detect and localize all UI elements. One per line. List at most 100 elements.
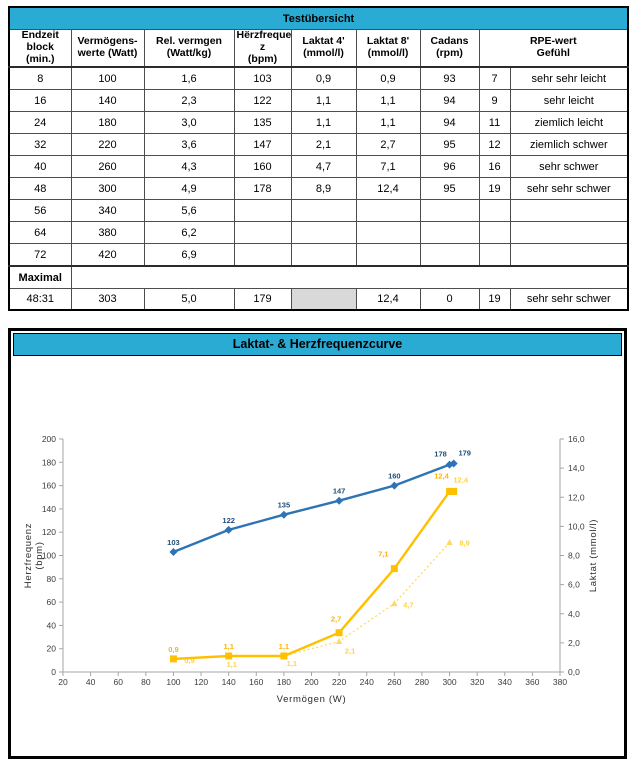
- table-cell: 2,1: [290, 133, 357, 156]
- x-tick-label: 140: [222, 677, 236, 687]
- chart-box: Laktat- & Herzfrequenzcurve 20 40 60 80 100 1…: [8, 328, 627, 759]
- table-row: 48 300 4,9 178 8,9 12,4 95 19 sehr sehr schwer: [8, 177, 629, 200]
- table-cell: [355, 243, 421, 267]
- column-header: Hërzfrequen z (bpm): [233, 29, 292, 68]
- table-cell: ziemlich leicht: [509, 111, 629, 134]
- table-cell: 100: [70, 66, 145, 90]
- table-cell: 12: [478, 133, 511, 156]
- table-cell: 4,9: [143, 177, 235, 200]
- table-cell: 8,9: [290, 177, 357, 200]
- y-left-tick-label: 160: [42, 481, 56, 491]
- table-row: 24 180 3,0 135 1,1 1,1 94 11 ziemlich leicht: [8, 111, 629, 134]
- table-cell: 0: [419, 288, 480, 311]
- data-label: 160: [388, 472, 401, 481]
- y-right-axis-title: Laktat (mmol/l): [588, 519, 599, 592]
- x-tick-label: 100: [166, 677, 180, 687]
- y-left-tick-label: 120: [42, 527, 56, 537]
- x-axis-title: Vermögen (W): [277, 694, 347, 705]
- triangle-marker: [335, 638, 343, 645]
- table-cell: 19: [478, 288, 511, 311]
- table-title: Testübersicht: [8, 6, 629, 30]
- data-label: 1,1: [223, 642, 233, 651]
- table-cell: 220: [70, 133, 145, 156]
- square-marker: [335, 629, 343, 637]
- maximal-empty-cell: [70, 265, 629, 289]
- table-maximal-row: Maximal: [8, 265, 629, 289]
- table-cell: 160: [233, 155, 292, 178]
- table-cell: 9: [478, 89, 511, 112]
- table-cell: 380: [70, 221, 145, 244]
- x-tick-label: 220: [332, 677, 346, 687]
- x-tick-label: 260: [387, 677, 401, 687]
- square-marker: [280, 652, 288, 660]
- table-cell: 1,1: [355, 89, 421, 112]
- table-cell: [419, 199, 480, 222]
- y-right-tick-label: 16,0: [568, 434, 585, 444]
- table-cell: 147: [233, 133, 292, 156]
- column-header: Rel. vermgen (Watt/kg): [143, 29, 235, 68]
- triangle-marker: [446, 538, 453, 545]
- table-cell: 16: [478, 155, 511, 178]
- y-axis-right: 0,0 2,0 4,0 6,0 8,0 10,0 12,0 14,0 16,0 Laktat (m…: [560, 434, 599, 677]
- table-row: 64 380 6,2: [8, 221, 629, 244]
- table-cell: 40: [8, 155, 72, 178]
- table-cell: [290, 221, 357, 244]
- table-cell: 260: [70, 155, 145, 178]
- data-label: 0,9: [168, 645, 178, 654]
- square-marker: [450, 487, 458, 495]
- square-marker: [169, 655, 177, 663]
- column-header: Cadans (rpm): [419, 29, 480, 68]
- square-marker: [390, 565, 398, 573]
- table-row: 40 260 4,3 160 4,7 7,1 96 16 sehr schwer: [8, 155, 629, 178]
- table-cell: 12,4: [355, 177, 421, 200]
- data-label: 2,1: [345, 646, 355, 655]
- table-cell: 7: [478, 66, 511, 90]
- y-left-tick-label: 80: [47, 574, 57, 584]
- column-header: Vermögens- werte (Watt): [70, 29, 145, 68]
- table-cell: 94: [419, 111, 480, 134]
- table-row: 16 140 2,3 122 1,1 1,1 94 9 sehr leicht: [8, 89, 629, 112]
- x-tick-label: 80: [141, 677, 151, 687]
- table-cell: 16: [8, 89, 72, 112]
- table-cell: [509, 221, 629, 244]
- table-cell: sehr schwer: [509, 155, 629, 178]
- y-right-tick-label: 12,0: [568, 492, 585, 502]
- table-cell: [419, 243, 480, 267]
- x-tick-label: 120: [194, 677, 208, 687]
- y-right-tick-label: 8,0: [568, 551, 580, 561]
- table-cell: 19: [478, 177, 511, 200]
- table-cell: 6,2: [143, 221, 235, 244]
- y-left-axis-title: Herzfrequenz: [23, 523, 34, 588]
- table-cell: [419, 221, 480, 244]
- diamond-marker: [169, 548, 178, 557]
- table-cell: 4,3: [143, 155, 235, 178]
- table-cell: sehr leicht: [509, 89, 629, 112]
- table-cell: 303: [70, 288, 145, 311]
- table-cell: [509, 243, 629, 267]
- data-label: 1,1: [287, 659, 297, 668]
- table-cell: 64: [8, 221, 72, 244]
- y-axis-left: 0 20 40 60 80 100 120 140 160 180 200 Herzfrequenz(…: [23, 434, 63, 677]
- x-tick-label: 320: [470, 677, 484, 687]
- table-row: 56 340 5,6: [8, 199, 629, 222]
- column-header: Laktat 8' (mmol/l): [355, 29, 421, 68]
- data-label: 7,1: [378, 550, 388, 559]
- table-cell: 0,9: [290, 66, 357, 90]
- table-row: 8 100 1,6 103 0,9 0,9 93 7 sehr sehr leicht: [8, 66, 629, 90]
- table-cell: 12,4: [355, 288, 421, 311]
- table-cell: [233, 199, 292, 222]
- series-laktat-8-: 0,9 1,1 1,1 2,7 7,1 12,4 12,4: [168, 471, 469, 663]
- y-left-tick-label: 20: [47, 644, 57, 654]
- table-cell: 56: [8, 199, 72, 222]
- y-left-tick-label: 140: [42, 504, 56, 514]
- square-marker: [446, 487, 454, 495]
- data-label: 147: [333, 487, 346, 496]
- chart-title: Laktat- & Herzfrequenzcurve: [13, 333, 622, 356]
- table-cell: [290, 199, 357, 222]
- x-tick-label: 200: [304, 677, 318, 687]
- table-cell: 24: [8, 111, 72, 134]
- table-cell: 1,6: [143, 66, 235, 90]
- data-label: 8,9: [459, 538, 469, 547]
- table-cell: 3,0: [143, 111, 235, 134]
